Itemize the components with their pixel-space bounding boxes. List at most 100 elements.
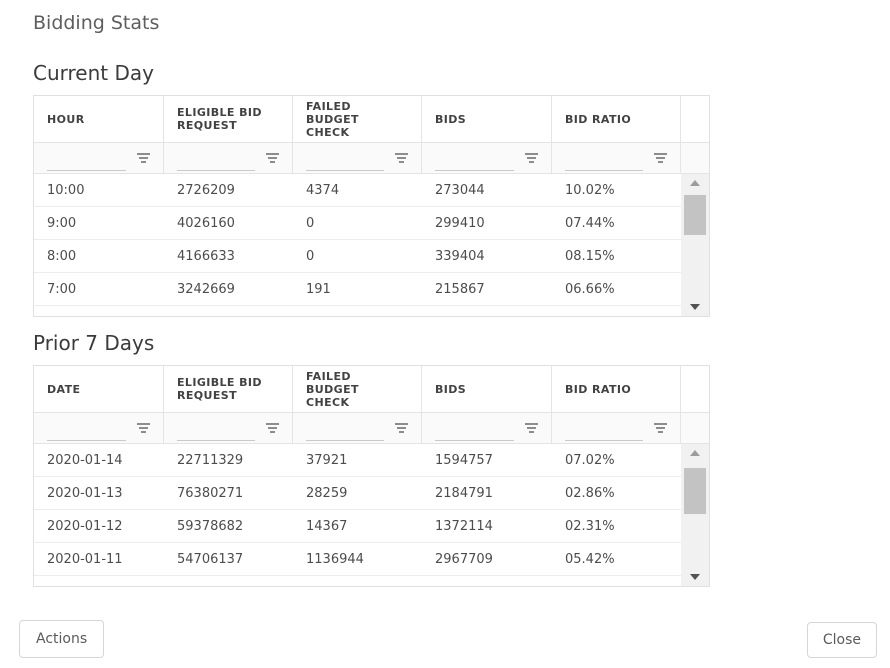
scroll-down-button[interactable]	[681, 569, 709, 585]
filter-funnel-icon	[137, 423, 150, 433]
filter-funnel-icon	[525, 153, 538, 163]
grid-body: 2020-01-14 22711329 37921 1594757 07.02% 2020…	[34, 444, 709, 586]
column-header-label: FAILED BUDGET CHECK	[306, 369, 359, 409]
table-cell: 10:00	[47, 182, 85, 198]
filter-input[interactable]	[47, 421, 126, 441]
table-cell: 339404	[435, 248, 485, 264]
section-title-current-day: Current Day	[33, 61, 154, 85]
filter-menu-button[interactable]	[265, 152, 280, 164]
table-cell: 3242669	[177, 281, 235, 297]
filter-cell	[34, 413, 164, 443]
vertical-scrollbar[interactable]	[681, 444, 709, 586]
column-header[interactable]: BIDS	[422, 366, 552, 412]
filter-input[interactable]	[565, 421, 643, 441]
grid-filter-row	[34, 143, 709, 174]
filter-cell	[552, 143, 681, 173]
table-row: 2020-01-12 59378682 14367 1372114 02.31%	[34, 510, 681, 543]
column-header[interactable]: FAILED BUDGET CHECK	[293, 96, 422, 142]
filter-scrollbar-spacer	[681, 143, 709, 173]
section-title-prior-7-days: Prior 7 Days	[33, 331, 155, 355]
table-cell: 05.42%	[565, 551, 615, 567]
filter-input[interactable]	[47, 151, 126, 171]
filter-cell	[164, 143, 293, 173]
scroll-up-button[interactable]	[681, 445, 709, 461]
scroll-down-arrow-icon	[690, 304, 700, 310]
scroll-up-arrow-icon	[690, 450, 700, 456]
filter-input[interactable]	[435, 421, 514, 441]
grid-rows-viewport: 2020-01-14 22711329 37921 1594757 07.02% 2020…	[34, 444, 681, 586]
filter-funnel-icon	[395, 153, 408, 163]
filter-menu-button[interactable]	[394, 422, 409, 434]
filter-cell	[293, 413, 422, 443]
table-cell: 0	[306, 248, 315, 264]
filter-input[interactable]	[177, 421, 255, 441]
filter-cell	[164, 413, 293, 443]
table-cell: 54706137	[177, 551, 244, 567]
column-header-label: BIDS	[435, 112, 467, 126]
column-header[interactable]: BID RATIO	[552, 96, 681, 142]
filter-menu-button[interactable]	[136, 422, 151, 434]
table-cell: 1594757	[435, 452, 493, 468]
table-cell: 28259	[306, 485, 348, 501]
column-header[interactable]: DATE	[34, 366, 164, 412]
column-header[interactable]: HOUR	[34, 96, 164, 142]
close-button[interactable]: Close	[806, 622, 877, 658]
filter-input[interactable]	[565, 151, 643, 171]
vertical-scrollbar[interactable]	[681, 174, 709, 316]
table-cell: 2726209	[177, 182, 235, 198]
table-cell: 14367	[306, 518, 348, 534]
dialog-footer: Actions Close	[19, 620, 877, 658]
filter-input[interactable]	[435, 151, 514, 171]
column-header[interactable]: ELIGIBLE BID REQUEST	[164, 96, 293, 142]
filter-input[interactable]	[177, 151, 255, 171]
filter-menu-button[interactable]	[524, 152, 539, 164]
table-cell: 02.86%	[565, 485, 615, 501]
column-header-label: DATE	[47, 382, 81, 396]
scroll-down-arrow-icon	[690, 574, 700, 580]
column-header[interactable]: FAILED BUDGET CHECK	[293, 366, 422, 412]
table-cell: 2020-01-13	[47, 485, 123, 501]
table-cell: 215867	[435, 281, 485, 297]
filter-funnel-icon	[654, 153, 667, 163]
filter-funnel-icon	[654, 423, 667, 433]
scrollbar-thumb[interactable]	[684, 468, 706, 514]
filter-menu-button[interactable]	[265, 422, 280, 434]
filter-menu-button[interactable]	[653, 152, 668, 164]
table-cell: 1136944	[306, 551, 364, 567]
table-cell: 0	[306, 215, 315, 231]
table-cell: 2967709	[435, 551, 493, 567]
actions-button[interactable]: Actions	[19, 620, 105, 658]
filter-input[interactable]	[306, 151, 384, 171]
column-header[interactable]: BID RATIO	[552, 366, 681, 412]
grid-filter-row	[34, 413, 709, 444]
filter-funnel-icon	[266, 153, 279, 163]
filter-menu-button[interactable]	[136, 152, 151, 164]
filter-menu-button[interactable]	[524, 422, 539, 434]
column-header-label: BIDS	[435, 382, 467, 396]
filter-cell	[34, 143, 164, 173]
table-cell: 2020-01-11	[47, 551, 123, 567]
filter-menu-button[interactable]	[394, 152, 409, 164]
column-header-label: ELIGIBLE BID REQUEST	[177, 106, 262, 132]
column-header[interactable]: ELIGIBLE BID REQUEST	[164, 366, 293, 412]
scroll-down-button[interactable]	[681, 299, 709, 315]
column-header[interactable]: BIDS	[422, 96, 552, 142]
table-row-partial	[34, 576, 681, 586]
bidding-stats-panel: Bidding Stats Current Day HOUR ELIGIBLE B…	[33, 12, 710, 587]
table-cell: 8:00	[47, 248, 77, 264]
filter-menu-button[interactable]	[653, 422, 668, 434]
scroll-up-button[interactable]	[681, 175, 709, 191]
table-row: 8:00 4166633 0 339404 08.15%	[34, 240, 681, 273]
table-cell: 07.44%	[565, 215, 615, 231]
scroll-up-arrow-icon	[690, 180, 700, 186]
header-scrollbar-spacer	[681, 96, 709, 142]
scrollbar-thumb[interactable]	[684, 195, 706, 235]
table-row: 7:00 3242669 191 215867 06.66%	[34, 273, 681, 306]
filter-funnel-icon	[395, 423, 408, 433]
filter-scrollbar-spacer	[681, 413, 709, 443]
table-cell: 59378682	[177, 518, 244, 534]
table-cell: 2020-01-14	[47, 452, 123, 468]
column-header-label: HOUR	[47, 112, 85, 126]
filter-input[interactable]	[306, 421, 384, 441]
column-header-label: BID RATIO	[565, 112, 632, 126]
